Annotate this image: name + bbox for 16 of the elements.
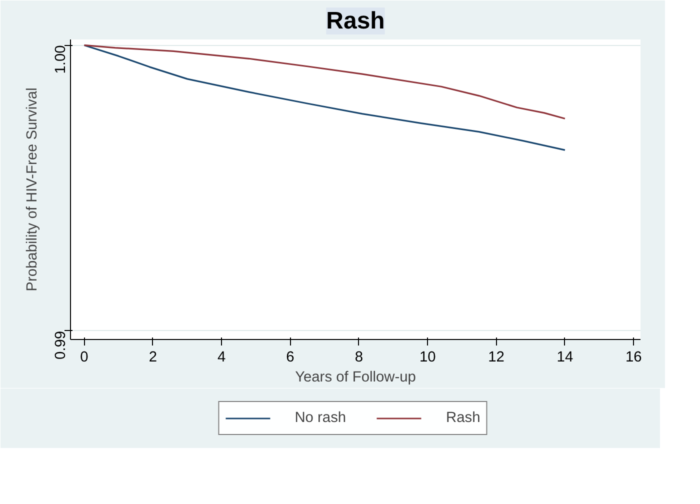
y-tick-label: 1.00 xyxy=(53,45,69,74)
x-tick-label: 4 xyxy=(218,350,226,366)
chart-title: Rash xyxy=(326,8,385,34)
x-tick-label: 12 xyxy=(488,350,504,366)
y-tick-label: 0.99 xyxy=(53,330,69,360)
x-tick-label: 6 xyxy=(286,350,294,366)
y-axis-title: Probability of HIV-Free Survival xyxy=(24,88,40,292)
legend-label: No rash xyxy=(294,410,346,426)
legend-label: Rash xyxy=(446,410,480,426)
x-tick-label: 8 xyxy=(354,350,364,366)
x-tick-label: 16 xyxy=(625,350,642,366)
x-tick-label: 2 xyxy=(148,350,157,366)
x-tick-label: 14 xyxy=(556,350,574,366)
x-tick-label: 0 xyxy=(80,350,88,366)
x-tick-label: 10 xyxy=(419,350,436,366)
x-axis-title: Years of Follow-up xyxy=(295,370,416,386)
